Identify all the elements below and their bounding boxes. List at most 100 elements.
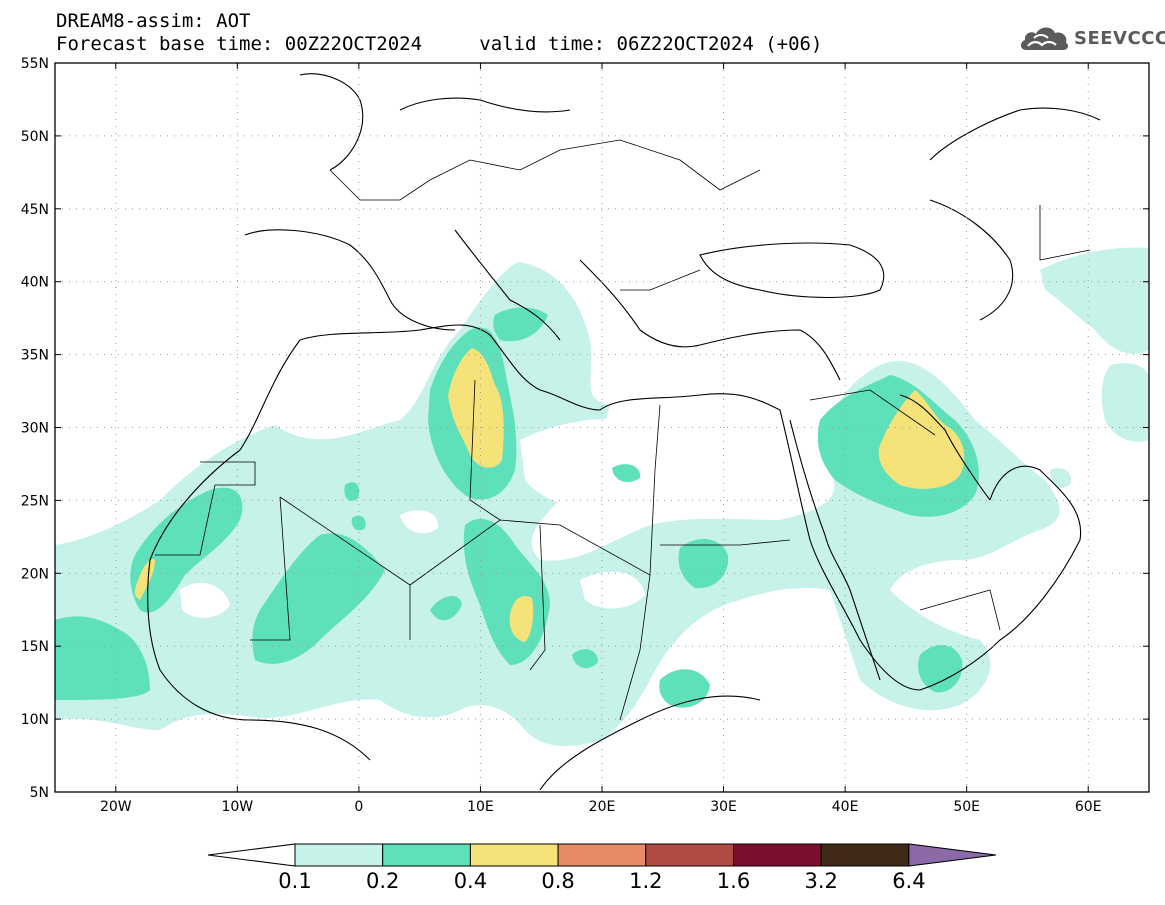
cloud-icon (1020, 27, 1069, 50)
border (1039, 205, 1091, 261)
valid-time: valid time: 06Z22OCT2024 (+06) (479, 33, 823, 55)
coastline (699, 242, 885, 299)
aot-region (252, 533, 385, 664)
time-info: Forecast base time: 00Z22OCT2024 valid t… (56, 33, 822, 55)
aot-region (520, 419, 659, 511)
colorbar-level-label: 1.2 (629, 869, 662, 893)
border (619, 574, 651, 721)
aot-region (55, 616, 150, 700)
lat-tick-label: 25N (21, 493, 49, 509)
coastline (399, 97, 571, 113)
coastline (299, 73, 364, 171)
coastline (454, 229, 561, 341)
lat-tick-label: 20N (21, 566, 49, 582)
lon-tick-label: 40E (832, 799, 859, 815)
colorbar-level-label: 6.4 (892, 869, 925, 893)
lon-tick-label: 30E (710, 799, 737, 815)
aot-region (351, 515, 366, 531)
lon-tick-label: 10E (467, 799, 494, 815)
grid (55, 63, 1149, 792)
lat-tick-label: 50N (21, 129, 49, 145)
colorbar-level-label: 3.2 (804, 869, 837, 893)
colorbar-level-label: 0.2 (366, 869, 399, 893)
colorbar-swatch (469, 843, 559, 867)
coastline (579, 259, 701, 348)
aot-region (130, 487, 243, 613)
lat-tick-label: 30N (21, 421, 49, 437)
border (559, 139, 761, 191)
aot-region (180, 582, 230, 618)
longitude-axis: 20W 10W 0 10E 20E 30E 40E 50E 60E (100, 63, 1102, 815)
colorbar-level-label: 1.6 (717, 869, 750, 893)
border (329, 149, 561, 201)
coastlines (147, 73, 1101, 791)
border (250, 496, 291, 641)
lon-tick-label: 20E (589, 799, 616, 815)
aot-region (448, 348, 504, 468)
colorbar-under-arrow (207, 843, 296, 867)
border (660, 539, 791, 546)
colorbar-swatch (294, 843, 384, 867)
aot-region (918, 644, 963, 693)
coastline (899, 394, 991, 501)
border (529, 524, 546, 671)
aot-region (134, 559, 155, 600)
aot-fields (55, 247, 1149, 746)
map-title: DREAM8-assim: AOT (56, 10, 251, 32)
coastline (929, 107, 1101, 161)
lat-tick-label: 40N (21, 275, 49, 291)
lat-tick-label: 35N (21, 348, 49, 364)
aot-region (612, 464, 641, 483)
coastline (244, 229, 456, 331)
border (155, 461, 256, 556)
colorbar-swatch (645, 843, 734, 867)
aot-region (878, 390, 965, 489)
border (469, 379, 501, 521)
lat-tick-label: 5N (30, 785, 49, 801)
aot-region (400, 510, 439, 534)
colorbar-over-arrow (908, 843, 996, 867)
border (409, 404, 661, 586)
aot-region (493, 307, 548, 342)
lat-tick-label: 10N (21, 712, 49, 728)
aot-region (1101, 363, 1149, 442)
aot-colorbar: 0.1 0.2 0.4 0.8 1.2 1.6 3.2 6.4 (207, 843, 996, 893)
aot-region (430, 595, 462, 621)
lon-tick-label: 10W (221, 799, 253, 815)
colorbar-swatch (820, 843, 910, 867)
forecast-base-time: Forecast base time: 00Z22OCT2024 (56, 33, 423, 55)
aot-region (659, 669, 710, 708)
colorbar-level-label: 0.8 (541, 869, 574, 893)
colorbar-level-label: 0.4 (454, 869, 487, 893)
lon-tick-label: 0 (354, 799, 363, 815)
country-borders (155, 139, 1091, 721)
coastline (929, 199, 1014, 321)
aot-region (509, 595, 534, 642)
lon-tick-label: 50E (953, 799, 980, 815)
coastline (699, 329, 841, 381)
aot-region (1040, 247, 1149, 354)
logo-text: SEEVCCC (1074, 27, 1165, 49)
aot-region (344, 482, 360, 501)
lat-tick-label: 55N (21, 56, 49, 72)
aot-region (572, 649, 598, 669)
colorbar-level-label: 0.1 (278, 869, 311, 893)
aot-region (678, 538, 729, 589)
border (620, 269, 701, 291)
lat-tick-label: 15N (21, 639, 49, 655)
aot-region (1050, 468, 1071, 489)
coastline (539, 695, 761, 791)
coastline (149, 324, 781, 561)
coastline (779, 409, 1082, 691)
border (809, 389, 936, 436)
seevccc-logo: SEEVCCC (1018, 22, 1165, 54)
aot-region (580, 571, 645, 609)
colorbar-swatch (557, 843, 647, 867)
border (919, 589, 1001, 631)
lon-tick-label: 20W (100, 799, 132, 815)
coastline (147, 559, 371, 761)
lon-tick-label: 60E (1075, 799, 1102, 815)
latitude-axis: 5N 10N 15N 20N 25N 30N 35N 40N 45N 50N 55N (21, 56, 1149, 801)
lat-tick-label: 45N (21, 202, 49, 218)
